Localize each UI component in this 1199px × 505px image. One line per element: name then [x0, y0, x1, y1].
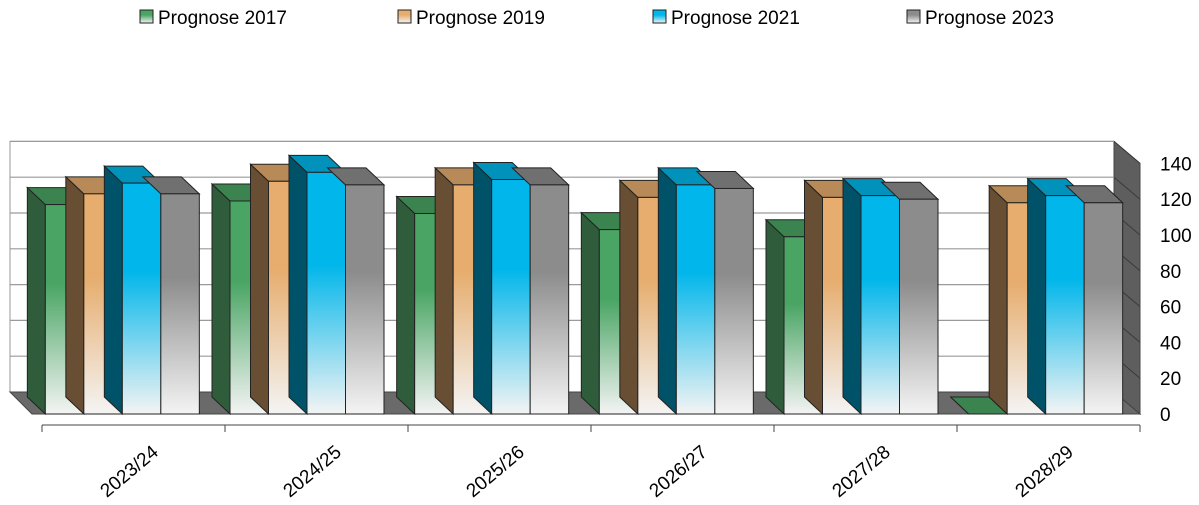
legend-swatch — [652, 9, 667, 24]
bar-side — [580, 211, 600, 416]
y-tick-label: 80 — [1160, 262, 1181, 283]
bar — [472, 161, 532, 416]
legend-label: Prognose 2023 — [925, 8, 1054, 29]
x-tick-label: 2023/24 — [97, 441, 163, 502]
bar — [510, 167, 570, 415]
legend-label: Prognose 2017 — [158, 8, 287, 29]
bar-front — [345, 184, 385, 415]
legend-swatch — [906, 9, 921, 24]
x-tick-label: 2026/27 — [646, 442, 712, 502]
bar-front — [491, 179, 531, 415]
bar-side — [988, 184, 1008, 416]
legend-entry: Prognose 2019 — [397, 8, 545, 29]
y-tick-label: 120 — [1160, 190, 1192, 211]
y-tick-label: 20 — [1160, 369, 1181, 390]
bar-side — [657, 166, 677, 416]
bar-front — [899, 198, 939, 415]
x-tick-label: 2028/29 — [1012, 442, 1078, 502]
bar-side — [288, 154, 308, 416]
y-tick-label: 40 — [1160, 333, 1181, 354]
bar — [103, 164, 163, 416]
bar-front — [1083, 202, 1124, 415]
bar-front — [675, 184, 716, 415]
bar — [326, 167, 386, 415]
legend-entry: Prognose 2021 — [652, 8, 800, 29]
legend-swatch — [397, 9, 412, 24]
x-tick-label: 2027/28 — [829, 442, 895, 502]
gridline-side — [1113, 141, 1141, 164]
y-tick-label: 0 — [1160, 405, 1171, 426]
gridline-side — [1113, 176, 1141, 200]
bar — [841, 177, 901, 416]
bar-side — [211, 182, 231, 416]
legend-label: Prognose 2021 — [671, 8, 800, 29]
bar-side — [473, 161, 493, 416]
bar-side — [619, 179, 639, 416]
x-tick-label: 2024/25 — [280, 442, 346, 502]
bar-front — [529, 184, 570, 415]
bar-front — [860, 195, 900, 415]
bar — [287, 154, 347, 416]
bar-side — [434, 166, 454, 416]
bar-front — [1045, 195, 1085, 415]
bar-front — [121, 182, 162, 415]
legend-entry: Prognose 2017 — [139, 8, 287, 29]
bar-front — [306, 171, 346, 415]
bar-side — [396, 195, 416, 416]
bar-side — [103, 164, 123, 416]
bar — [657, 166, 717, 416]
y-tick-label: 100 — [1160, 226, 1192, 247]
bar — [880, 181, 940, 415]
bar-side — [765, 218, 785, 416]
bar — [210, 182, 270, 416]
x-tick-label: 2025/26 — [463, 442, 529, 502]
legend: Prognose 2017 Prognose 2019 Prognose 2021 P… — [139, 8, 1054, 29]
bar-side — [65, 175, 85, 416]
legend-swatch — [139, 9, 154, 24]
legend-entry: Prognose 2023 — [906, 8, 1054, 29]
bar-side — [1027, 177, 1047, 416]
y-tick-label: 60 — [1160, 298, 1181, 319]
bar — [141, 176, 201, 415]
x-axis: 2023/24 2024/25 2025/26 2026/27 2027/28 2028/… — [41, 424, 1141, 502]
bar — [1026, 177, 1086, 416]
bars — [26, 154, 1124, 416]
bar-side — [26, 186, 46, 416]
y-axis: 0 20 40 60 80 100 120 140 — [1160, 154, 1192, 426]
bar-side — [842, 177, 862, 416]
y-tick-label: 140 — [1160, 154, 1192, 175]
bar-front — [160, 193, 200, 415]
bar-side — [250, 163, 269, 416]
bar-front — [714, 187, 754, 415]
bar-side — [804, 179, 823, 416]
bar — [1064, 185, 1124, 415]
legend-label: Prognose 2019 — [416, 8, 545, 29]
bar — [695, 170, 755, 415]
